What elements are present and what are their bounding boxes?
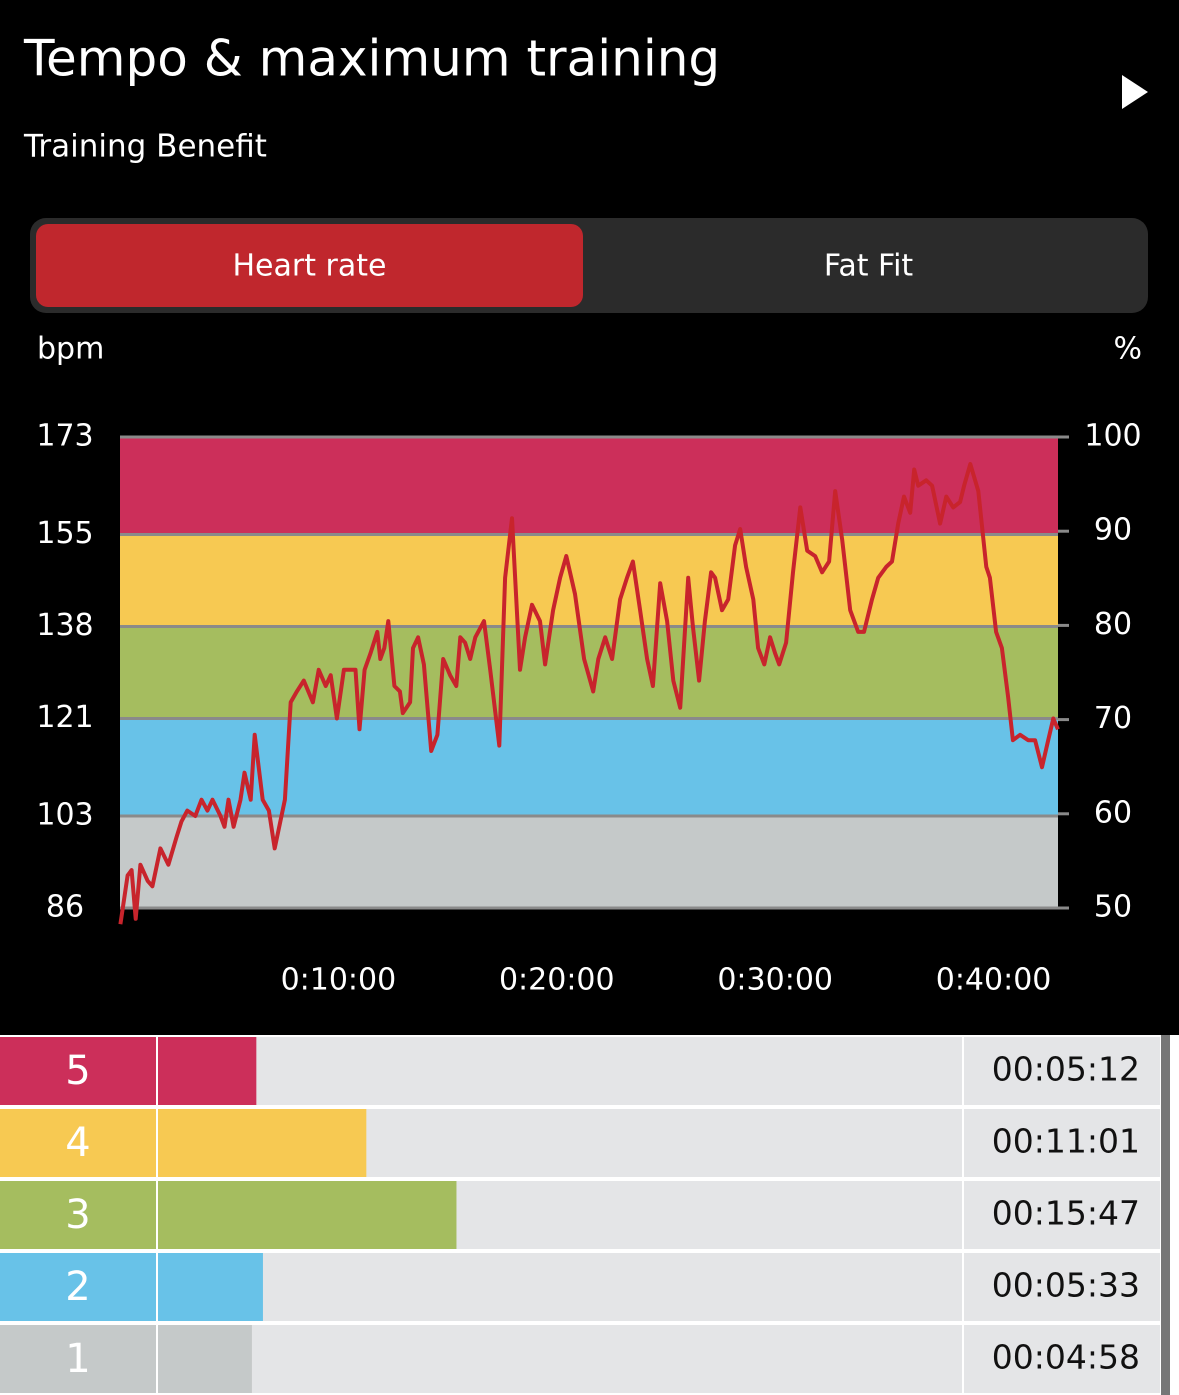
time-cell — [964, 1253, 1160, 1321]
scrollbar — [1161, 1107, 1170, 1179]
y-tick-label: 121 — [36, 700, 93, 735]
subtitle: Training Benefit — [23, 129, 267, 165]
zone-cell — [0, 1037, 156, 1105]
zone-cell — [0, 1325, 156, 1393]
zone-band — [120, 534, 1058, 627]
zone-time: 00:15:47 — [992, 1194, 1140, 1233]
y-tick-label: 173 — [36, 419, 93, 454]
zone-bar — [158, 1037, 257, 1105]
time-cell — [964, 1109, 1160, 1177]
zone-time: 00:05:12 — [992, 1050, 1140, 1089]
y2-tick-label: 70 — [1094, 701, 1132, 736]
scrollbar — [1161, 1179, 1170, 1251]
y2-tick-label: 100 — [1084, 419, 1141, 454]
y-tick-label: 86 — [46, 890, 84, 925]
zone-cell — [0, 1253, 156, 1321]
zone-number: 1 — [65, 1336, 90, 1382]
scrollbar — [1161, 1323, 1170, 1395]
x-tick-label: 0:10:00 — [281, 963, 397, 998]
x-tick-label: 0:40:00 — [936, 963, 1052, 998]
x-tick-label: 0:20:00 — [499, 963, 615, 998]
scrollbar — [1161, 1251, 1170, 1323]
time-cell — [964, 1181, 1160, 1249]
y2-tick-label: 50 — [1094, 890, 1132, 925]
tab-label[interactable]: Heart rate — [233, 249, 387, 284]
zone-track — [158, 1253, 962, 1321]
time-cell — [964, 1037, 1160, 1105]
zone-bar — [158, 1109, 367, 1177]
time-cell — [964, 1325, 1160, 1393]
zone-bar — [158, 1325, 252, 1393]
y-tick-label: 103 — [36, 797, 93, 832]
y2-tick-label: 90 — [1094, 513, 1132, 548]
y2-tick-label: 80 — [1094, 607, 1132, 642]
tab-active[interactable] — [36, 224, 583, 307]
y2-axis-label: % — [1113, 332, 1142, 367]
play-button[interactable] — [1122, 75, 1148, 109]
zone-cell — [0, 1109, 156, 1177]
zone-band — [120, 718, 1058, 816]
y2-tick-label: 60 — [1094, 795, 1132, 830]
zone-track — [158, 1325, 962, 1393]
zone-band — [120, 815, 1058, 908]
x-tick-label: 0:30:00 — [717, 963, 833, 998]
y-tick-label: 155 — [36, 516, 93, 551]
title: Tempo & maximum training — [23, 30, 720, 88]
zone-number: 3 — [65, 1192, 90, 1238]
tab-label[interactable]: Fat Fit — [824, 249, 914, 284]
zone-time: 00:04:58 — [992, 1338, 1140, 1377]
zone-band — [120, 437, 1058, 535]
zone-bar — [158, 1253, 263, 1321]
zone-track — [158, 1037, 962, 1105]
zone-number: 4 — [65, 1120, 90, 1166]
zone-number: 2 — [65, 1264, 90, 1310]
zone-time: 00:05:33 — [992, 1266, 1140, 1305]
zone-cell — [0, 1181, 156, 1249]
zone-bar — [158, 1181, 457, 1249]
scrollbar — [1161, 1035, 1170, 1107]
y-axis-label: bpm — [37, 332, 104, 367]
zone-time: 00:11:01 — [992, 1122, 1140, 1161]
y-tick-label: 138 — [36, 608, 93, 643]
heart-rate-line — [118, 462, 1060, 925]
zone-number: 5 — [65, 1048, 90, 1094]
